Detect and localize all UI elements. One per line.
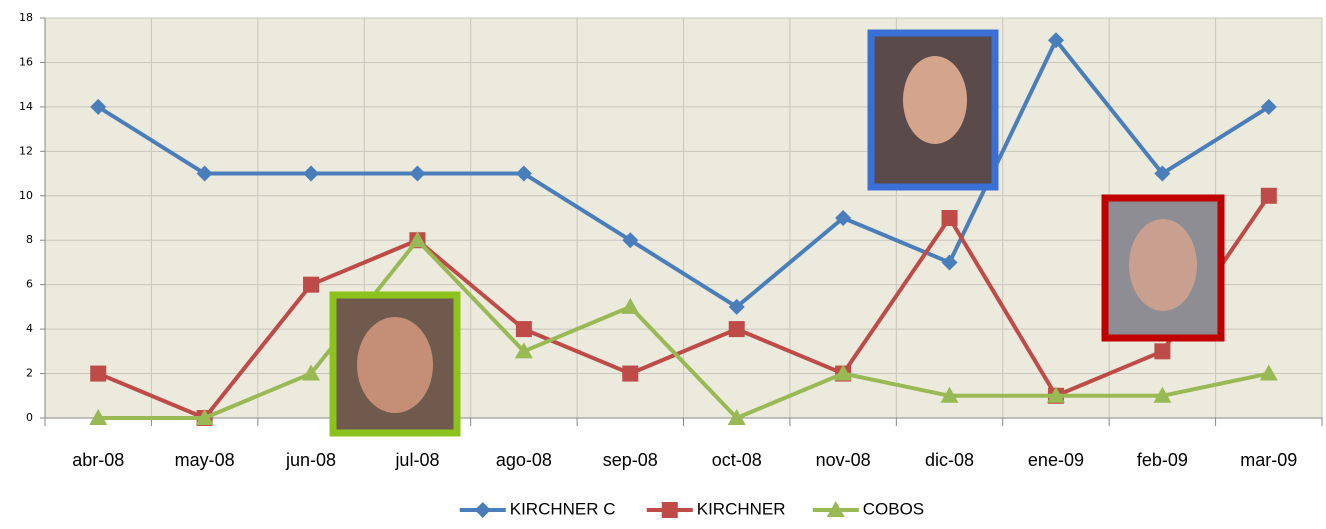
marker (89, 409, 108, 425)
marker (408, 231, 427, 248)
marker (303, 165, 320, 182)
marker (1154, 343, 1171, 360)
series-line (97, 38, 1270, 309)
marker (941, 210, 958, 226)
x-tick-label: abr-08 (72, 450, 124, 470)
photo (867, 29, 999, 191)
marker (196, 165, 213, 182)
legend-label: KIRCHNER C (510, 499, 616, 518)
x-tick-label: mar-09 (1240, 450, 1297, 470)
x-tick-label: nov-08 (816, 450, 871, 470)
y-tick-label: 0 (26, 411, 33, 424)
face (357, 317, 433, 413)
marker (728, 321, 745, 338)
marker (1047, 32, 1064, 49)
plot (89, 32, 1278, 426)
y-tick-label: 18 (19, 11, 33, 24)
y-tick-label: 4 (26, 322, 33, 335)
y-tick-label: 10 (19, 189, 33, 202)
marker (1046, 386, 1065, 403)
marker (302, 364, 321, 381)
marker (1260, 98, 1277, 115)
marker (621, 297, 640, 314)
y-tick-label: 16 (19, 55, 33, 68)
marker (835, 210, 852, 226)
legend: KIRCHNER C KIRCHNER COBOS (459, 499, 924, 518)
x-tick-label: dic-08 (925, 450, 974, 470)
marker (195, 409, 214, 425)
marker (661, 502, 678, 518)
x-tick-label: may-08 (175, 450, 235, 470)
y-tick-label: 8 (26, 233, 33, 246)
marker (1154, 165, 1171, 182)
marker (1260, 187, 1277, 204)
marker (622, 365, 639, 382)
marker (303, 276, 320, 293)
marker (474, 502, 491, 518)
marker (622, 232, 639, 249)
y-tick-label: 2 (26, 367, 33, 380)
x-tick-label: ene-09 (1028, 450, 1084, 470)
y-tick-label: 12 (19, 144, 33, 157)
marker (90, 98, 107, 115)
face (1129, 219, 1197, 311)
series-line (97, 194, 1271, 420)
marker (834, 364, 853, 381)
y-tick-label: 14 (19, 100, 33, 113)
series-line (98, 238, 1270, 420)
marker (514, 342, 533, 359)
marker (727, 409, 746, 425)
x-tick-label: oct-08 (712, 450, 762, 470)
face (903, 56, 967, 144)
marker (409, 165, 426, 182)
photo (329, 291, 461, 437)
marker (90, 365, 107, 382)
legend-label: KIRCHNER (697, 499, 786, 518)
marker (728, 298, 745, 315)
marker (1153, 386, 1172, 403)
marker (826, 501, 845, 517)
marker (1259, 364, 1278, 381)
marker (940, 386, 959, 403)
y-tick-label: 6 (26, 278, 33, 291)
x-tick-label: sep-08 (603, 450, 658, 470)
legend-label: COBOS (863, 499, 924, 518)
x-tick-label: feb-09 (1137, 450, 1188, 470)
marker (941, 254, 958, 271)
marker (515, 321, 532, 338)
marker (515, 165, 532, 182)
photo (1101, 194, 1225, 342)
x-tick-label: jul-08 (394, 450, 439, 470)
x-tick-label: ago-08 (496, 450, 552, 470)
x-tick-label: jun-08 (285, 450, 336, 470)
